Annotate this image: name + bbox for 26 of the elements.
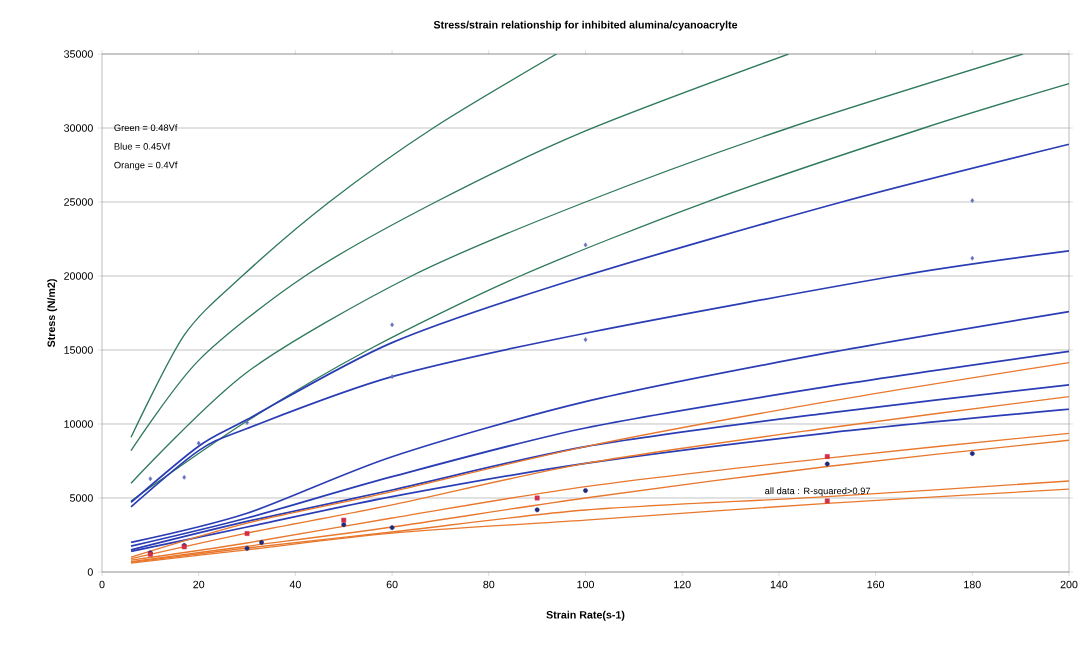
y-tick-label: 15000 xyxy=(64,346,93,354)
x-tick-label: 180 xyxy=(964,580,981,589)
y-tick-label: 5000 xyxy=(69,494,93,502)
x-tick-label: 160 xyxy=(867,580,885,589)
annotation: Orange = 0.4Vf xyxy=(114,161,178,171)
x-tick-label: 80 xyxy=(483,580,495,589)
x-axis-title: Strain Rate(s-1) xyxy=(546,610,625,621)
chart-title: Stress/strain relationship for inhibited alumina/cyanoacrylte xyxy=(433,20,738,31)
y-tick-label: 10000 xyxy=(64,420,93,428)
x-tick-label: 200 xyxy=(1060,580,1078,589)
x-tick-label: 140 xyxy=(770,580,788,589)
x-tick-label: 0 xyxy=(99,580,105,589)
y-tick-label: 20000 xyxy=(64,272,93,280)
x-tick-label: 40 xyxy=(289,580,301,589)
x-tick-label: 120 xyxy=(674,580,691,589)
annotation: Blue = 0.45Vf xyxy=(114,142,171,150)
annotation: all data : R-squared>0.97 xyxy=(765,487,871,497)
y-tick-label: 35000 xyxy=(64,50,93,58)
y-tick-label: 0 xyxy=(87,568,93,576)
annotation: Green = 0.48Vf xyxy=(114,124,178,132)
y-axis-title: Stress (N/m2) xyxy=(47,279,58,348)
x-tick-label: 60 xyxy=(386,580,398,589)
x-tick-label: 20 xyxy=(193,580,205,589)
y-tick-label: 30000 xyxy=(64,124,93,132)
y-tick-label: 25000 xyxy=(64,198,93,206)
x-tick-label: 100 xyxy=(577,580,594,589)
